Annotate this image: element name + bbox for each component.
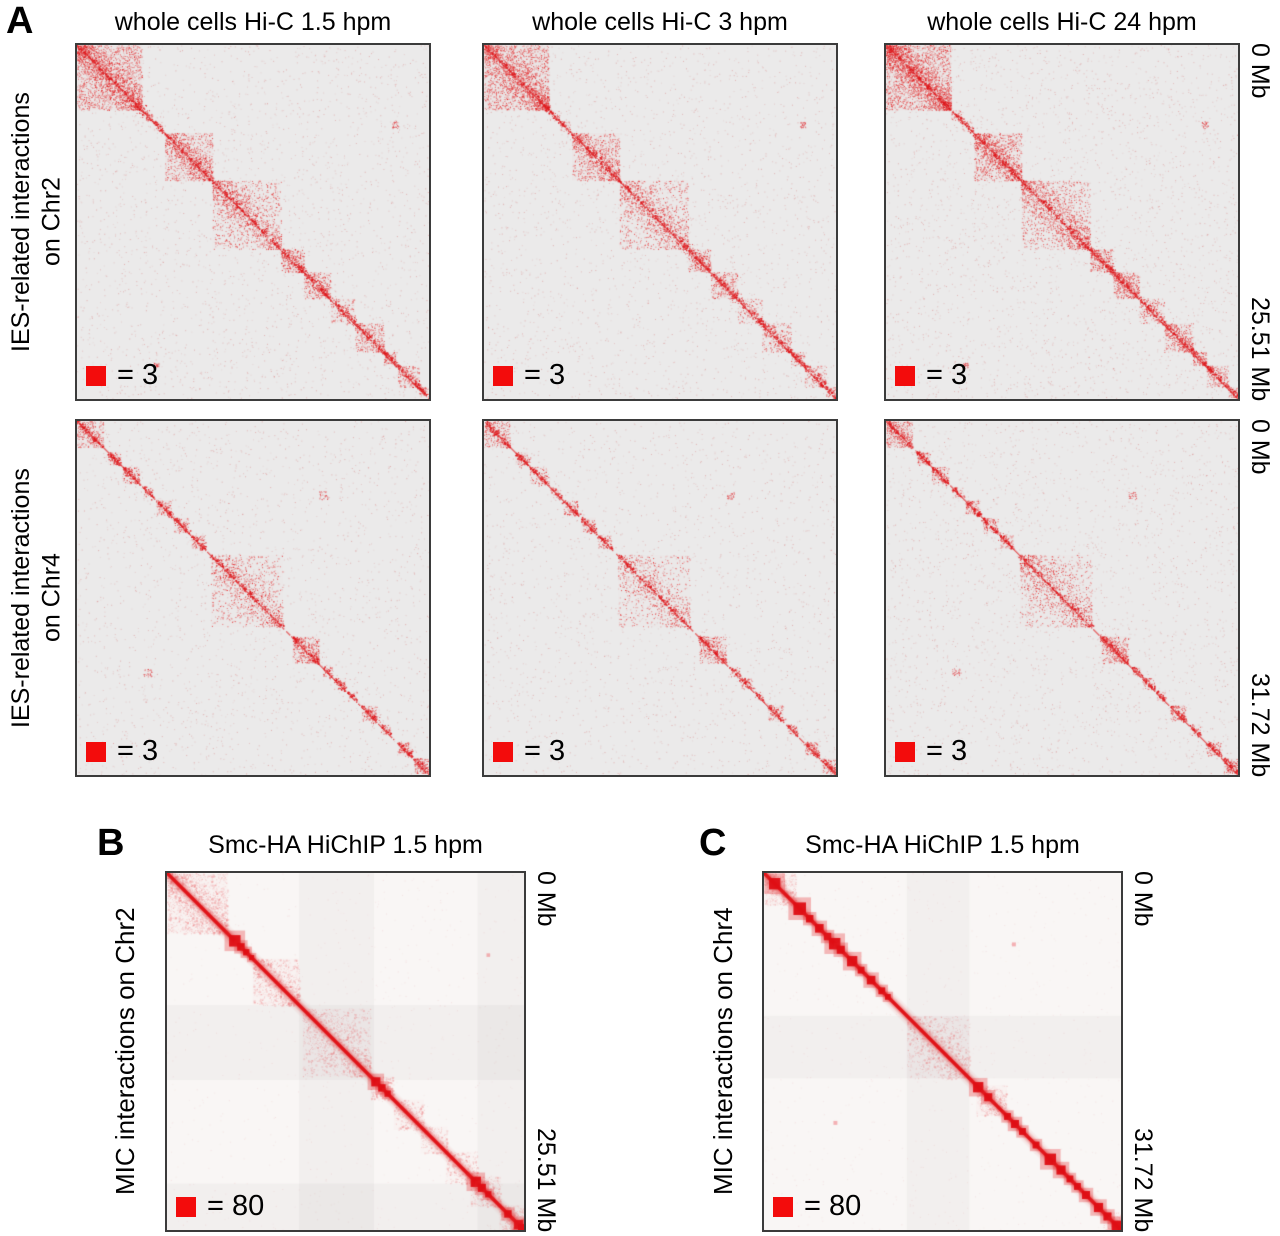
heatmap-a-chr4-3hpm-canvas (484, 421, 836, 775)
legend-red-square (86, 365, 106, 386)
panel-b-ylabel-text: MIC interactions on Chr2 (110, 907, 140, 1196)
heatmap-a-chr2-24hpm: = 3 (884, 43, 1240, 401)
panel-b-ylabel: MIC interactions on Chr2 (110, 871, 142, 1232)
panel-a-row2-axis: 0 Mb 31.72 Mb (1245, 419, 1274, 777)
legend-red-square (895, 741, 915, 762)
legend-value-text: = 3 (926, 359, 968, 391)
heatmap-a-chr4-3hpm: = 3 (482, 419, 838, 777)
panel-a-row2-ylabel-line2: on Chr4 (37, 553, 66, 643)
heatmap-a-chr2-24hpm-canvas (886, 45, 1238, 399)
axis-top-label: 0 Mb (1246, 419, 1274, 475)
panel-c-axis: 0 Mb 31.72 Mb (1128, 871, 1157, 1232)
heatmap-c-chr4-hichip: = 80 (762, 871, 1123, 1232)
panel-b-title: Smc-HA HiChIP 1.5 hpm (208, 831, 483, 859)
axis-bottom-label: 25.51 Mb (532, 1127, 560, 1232)
axis-bottom-label: 31.72 Mb (1129, 1127, 1157, 1232)
legend-value-text: = 3 (524, 359, 566, 391)
heatmap-legend: = 3 (493, 735, 565, 768)
panel-b-letter: B (97, 822, 125, 864)
heatmap-legend: = 3 (86, 735, 158, 768)
axis-bottom-label: 31.72 Mb (1246, 672, 1274, 777)
panel-c-ylabel-text: MIC interactions on Chr4 (708, 907, 738, 1196)
panel-a-row1-ylabel-line1: IES-related interactions (7, 92, 35, 352)
heatmap-a-chr2-1-5hpm-canvas (77, 45, 429, 399)
legend-red-square (773, 1196, 793, 1217)
legend-value-text: = 3 (926, 735, 968, 767)
panel-a-row2-ylabel: IES-related interactions on Chr4 (6, 419, 67, 777)
heatmap-legend: = 3 (895, 359, 967, 392)
heatmap-a-chr4-24hpm-canvas (886, 421, 1238, 775)
legend-value-text: = 80 (207, 1190, 265, 1222)
legend-red-square (895, 365, 915, 386)
heatmap-b-chr2-hichip: = 80 (165, 871, 526, 1232)
panel-a-letter: A (6, 0, 34, 42)
legend-value-text: = 3 (117, 735, 159, 767)
panel-b-axis: 0 Mb 25.51 Mb (531, 871, 560, 1232)
panel-c-ylabel: MIC interactions on Chr4 (708, 871, 740, 1232)
panel-c-title: Smc-HA HiChIP 1.5 hpm (805, 831, 1080, 859)
panel-a-row1-ylabel-line2: on Chr2 (37, 177, 66, 267)
panel-a-col1-title: whole cells Hi-C 1.5 hpm (114, 8, 392, 36)
heatmap-legend: = 3 (895, 735, 967, 768)
legend-red-square (86, 741, 106, 762)
axis-top-label: 0 Mb (1246, 43, 1274, 99)
panel-a-row1-axis: 0 Mb 25.51 Mb (1245, 43, 1274, 401)
legend-value-text: = 3 (524, 735, 566, 767)
legend-red-square (493, 741, 513, 762)
legend-value-text: = 3 (117, 359, 159, 391)
legend-red-square (176, 1196, 196, 1217)
panel-a-row1-ylabel: IES-related interactions on Chr2 (6, 43, 67, 401)
heatmap-a-chr2-1-5hpm: = 3 (75, 43, 431, 401)
heatmap-a-chr4-1-5hpm-canvas (77, 421, 429, 775)
axis-top-label: 0 Mb (1129, 871, 1157, 927)
heatmap-a-chr4-1-5hpm: = 3 (75, 419, 431, 777)
heatmap-b-chr2-hichip-canvas (167, 873, 524, 1230)
panel-c-letter: C (699, 822, 727, 864)
heatmap-legend: = 80 (773, 1190, 861, 1223)
heatmap-a-chr2-3hpm: = 3 (482, 43, 838, 401)
heatmap-legend: = 80 (176, 1190, 264, 1223)
panel-a-row2-ylabel-line1: IES-related interactions (7, 468, 35, 728)
heatmap-legend: = 3 (86, 359, 158, 392)
axis-bottom-label: 25.51 Mb (1246, 296, 1274, 401)
legend-red-square (493, 365, 513, 386)
axis-top-label: 0 Mb (532, 871, 560, 927)
panel-a-col2-title: whole cells Hi-C 3 hpm (532, 8, 788, 36)
panel-a-col3-title: whole cells Hi-C 24 hpm (927, 8, 1197, 36)
legend-value-text: = 80 (804, 1190, 862, 1222)
heatmap-a-chr4-24hpm: = 3 (884, 419, 1240, 777)
heatmap-c-chr4-hichip-canvas (764, 873, 1121, 1230)
heatmap-a-chr2-3hpm-canvas (484, 45, 836, 399)
heatmap-legend: = 3 (493, 359, 565, 392)
